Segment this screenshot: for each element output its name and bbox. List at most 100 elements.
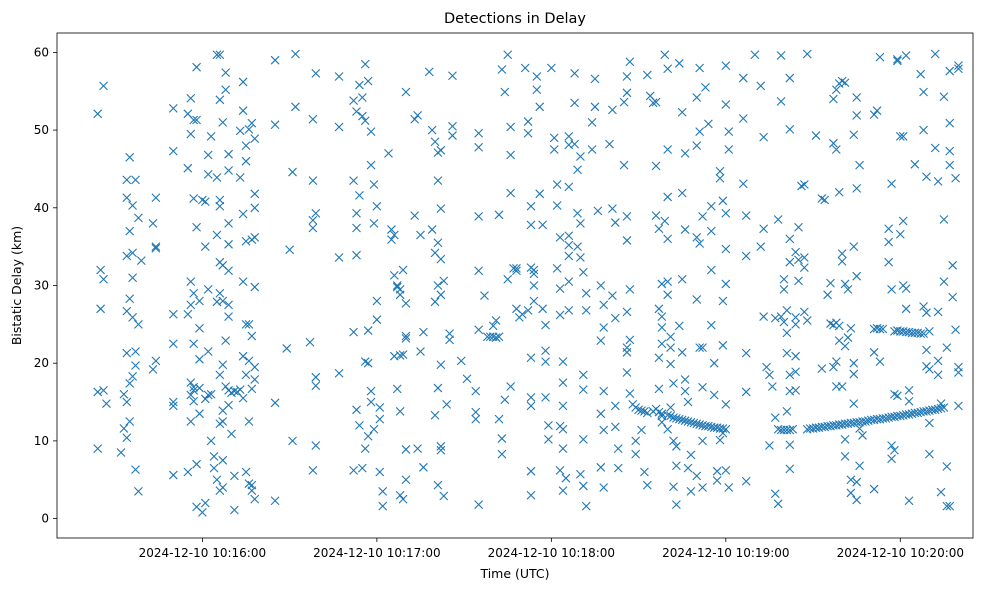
- data-point: [224, 166, 233, 175]
- y-axis: 0 10 20 30 40 50 60: [34, 45, 57, 526]
- data-point: [250, 494, 260, 504]
- data-point: [893, 391, 902, 401]
- data-point: [183, 467, 193, 477]
- data-point: [125, 226, 135, 236]
- data-point: [622, 347, 632, 357]
- data-point: [212, 475, 222, 485]
- data-point: [724, 145, 734, 154]
- data-point: [555, 421, 565, 431]
- data-point: [497, 434, 507, 443]
- data-point: [779, 317, 789, 327]
- data-point: [791, 247, 801, 257]
- data-point: [206, 389, 216, 399]
- data-point: [669, 436, 678, 446]
- data-point: [221, 336, 231, 346]
- data-point: [802, 316, 812, 325]
- data-point: [625, 389, 635, 398]
- data-point: [663, 410, 673, 420]
- data-point: [695, 239, 705, 248]
- data-point: [244, 124, 254, 134]
- data-point: [625, 284, 635, 294]
- data-point: [419, 462, 428, 472]
- data-point: [526, 466, 536, 476]
- data-point: [209, 463, 219, 473]
- data-point: [474, 266, 484, 276]
- data-point: [887, 284, 896, 294]
- data-point: [93, 387, 103, 397]
- data-point: [695, 420, 705, 429]
- data-point: [389, 351, 399, 361]
- data-point: [622, 343, 632, 353]
- data-point: [826, 278, 835, 288]
- data-point: [916, 329, 926, 339]
- data-point: [657, 417, 667, 427]
- data-point: [564, 277, 574, 287]
- data-point: [203, 284, 213, 294]
- data-point: [581, 305, 591, 315]
- data-point: [247, 118, 257, 128]
- data-point: [99, 81, 108, 91]
- data-point: [954, 64, 963, 74]
- data-point: [433, 480, 443, 490]
- data-point: [785, 124, 795, 134]
- data-point: [762, 362, 771, 372]
- data-point: [436, 254, 446, 264]
- data-point: [244, 319, 254, 329]
- data-point: [593, 206, 603, 216]
- data-point: [721, 466, 731, 475]
- data-point: [904, 385, 914, 395]
- data-point: [427, 125, 437, 135]
- data-point: [203, 170, 213, 179]
- data-point: [672, 500, 681, 509]
- data-point: [183, 309, 193, 319]
- data-point: [436, 145, 446, 155]
- data-point: [660, 50, 670, 60]
- data-point: [395, 490, 405, 500]
- data-point: [724, 483, 734, 492]
- data-point: [820, 195, 830, 205]
- data-point: [622, 88, 632, 98]
- data-point: [613, 444, 623, 454]
- data-point: [544, 434, 553, 444]
- data-point: [669, 413, 678, 422]
- data-point: [680, 386, 690, 396]
- data-point: [837, 249, 847, 259]
- data-point: [709, 358, 719, 368]
- data-point: [875, 324, 885, 334]
- data-point: [494, 414, 504, 424]
- data-point: [471, 414, 481, 424]
- data-point: [910, 159, 920, 169]
- data-point: [401, 475, 411, 485]
- data-point: [168, 401, 178, 411]
- data-point: [224, 400, 233, 410]
- data-point: [526, 220, 536, 230]
- data-point: [893, 55, 902, 64]
- data-point: [759, 224, 769, 234]
- data-point: [392, 384, 402, 394]
- data-point: [241, 141, 251, 151]
- data-point: [759, 312, 769, 321]
- data-point: [715, 435, 725, 445]
- data-point: [840, 434, 850, 444]
- data-point: [541, 320, 550, 330]
- data-point: [712, 476, 722, 485]
- data-point: [308, 466, 318, 475]
- data-point: [558, 357, 568, 367]
- data-point: [799, 180, 809, 189]
- data-point: [128, 273, 137, 283]
- data-point: [698, 436, 707, 446]
- data-point: [698, 382, 707, 392]
- data-point: [398, 350, 408, 360]
- data-point: [494, 332, 504, 342]
- data-point: [99, 385, 108, 395]
- data-point: [919, 87, 928, 97]
- data-point: [224, 312, 233, 321]
- data-point: [831, 145, 841, 154]
- data-point: [724, 127, 734, 137]
- data-point: [372, 315, 382, 325]
- data-point: [198, 195, 207, 205]
- data-point: [497, 449, 507, 459]
- data-point: [785, 73, 795, 83]
- data-point: [151, 356, 161, 366]
- data-point: [599, 386, 609, 396]
